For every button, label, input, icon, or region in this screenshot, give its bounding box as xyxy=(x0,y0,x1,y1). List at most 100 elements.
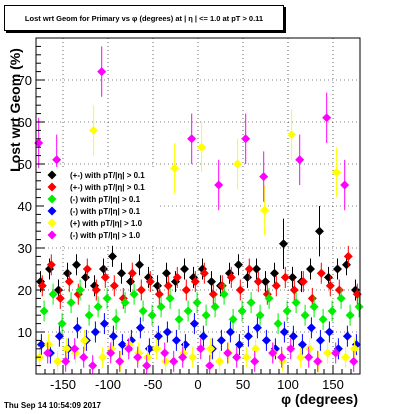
data-point xyxy=(161,356,171,366)
data-point xyxy=(243,331,253,341)
legend-label: (-) with pT/|η| > 1.0 xyxy=(70,231,141,240)
data-point xyxy=(297,340,307,350)
data-point xyxy=(260,205,270,215)
data-point xyxy=(135,323,145,333)
legend: (+-) with pT/|η| > 0.1 (+-) with pT/|η| >… xyxy=(44,167,160,245)
timestamp: Thu Sep 14 10:54:09 2017 xyxy=(4,401,101,410)
data-point xyxy=(336,293,346,303)
data-point xyxy=(279,239,288,249)
axis-ticks: -150 -100 -50 0 50 100 150 10 20 30 40 50 60 70 xyxy=(18,37,361,392)
data-point xyxy=(287,130,297,140)
data-point xyxy=(206,344,216,354)
data-point xyxy=(142,361,152,371)
legend-marker xyxy=(47,170,57,180)
data-point xyxy=(152,344,162,354)
data-point xyxy=(243,272,252,282)
data-point xyxy=(300,310,310,320)
data-point xyxy=(199,268,209,278)
y-tick-label: 20 xyxy=(18,283,32,298)
data-point xyxy=(350,344,360,354)
data-point xyxy=(354,302,364,312)
data-point xyxy=(342,331,352,341)
legend-label: (-) with pT/|η| > 0.1 xyxy=(70,207,141,216)
data-point xyxy=(89,125,99,135)
data-point xyxy=(115,356,125,366)
data-point xyxy=(259,172,269,182)
data-point xyxy=(279,327,289,337)
x-tick-label: -150 xyxy=(50,377,76,392)
x-tick-label: -50 xyxy=(144,377,163,392)
data-point xyxy=(324,272,333,282)
chart-title-box: Lost wrt Geom for Primary vs φ (degrees)… xyxy=(4,5,284,31)
data-point xyxy=(342,260,351,270)
legend-label: (+) with pT/|η| > 1.0 xyxy=(70,219,143,228)
data-point xyxy=(313,356,323,366)
data-point xyxy=(171,335,181,345)
data-point xyxy=(316,268,326,278)
data-point xyxy=(82,264,92,274)
data-point xyxy=(298,277,308,287)
data-point xyxy=(244,264,254,274)
data-points xyxy=(34,46,364,374)
data-point xyxy=(100,272,110,282)
data-point xyxy=(48,289,58,299)
data-point xyxy=(147,310,157,320)
data-point xyxy=(223,348,233,358)
data-point xyxy=(160,348,170,358)
data-point xyxy=(178,352,188,362)
data-point xyxy=(163,281,173,291)
data-point xyxy=(289,285,299,295)
data-point xyxy=(324,327,334,337)
data-point xyxy=(196,344,206,354)
data-point xyxy=(43,348,53,358)
data-point xyxy=(99,319,109,329)
data-point xyxy=(296,352,306,362)
data-point xyxy=(127,268,137,278)
data-point xyxy=(61,356,71,366)
data-point xyxy=(133,352,143,362)
data-point xyxy=(235,285,245,295)
data-point xyxy=(165,293,175,303)
data-point xyxy=(181,285,191,295)
data-point xyxy=(192,298,202,308)
data-point xyxy=(97,67,107,77)
y-tick-label: 60 xyxy=(18,115,32,130)
x-tick-label: 100 xyxy=(277,377,299,392)
data-point xyxy=(172,272,182,282)
data-point xyxy=(253,277,263,287)
data-point xyxy=(129,289,139,299)
data-point xyxy=(53,356,63,366)
data-point xyxy=(54,331,64,341)
data-point xyxy=(322,113,332,123)
data-point xyxy=(138,306,148,316)
data-point xyxy=(233,159,243,169)
data-point xyxy=(207,277,216,287)
data-point xyxy=(125,340,135,350)
data-point xyxy=(225,327,235,337)
data-point xyxy=(169,356,179,366)
data-point xyxy=(188,352,198,362)
data-point xyxy=(66,298,76,308)
data-point xyxy=(270,268,279,278)
data-point xyxy=(343,251,353,261)
legend-label: (+-) with pT/|η| > 0.1 xyxy=(70,183,145,192)
legend-marker xyxy=(47,182,57,192)
data-point xyxy=(197,142,207,152)
data-point xyxy=(93,302,103,312)
data-point xyxy=(277,352,287,362)
y-tick-label: 40 xyxy=(18,199,32,214)
data-point xyxy=(135,260,144,270)
data-point xyxy=(117,340,127,350)
data-point xyxy=(315,226,324,236)
y-tick-label: 10 xyxy=(18,325,32,340)
x-tick-label: 0 xyxy=(194,377,201,392)
data-point xyxy=(98,352,108,362)
data-point xyxy=(201,310,211,320)
data-point xyxy=(106,348,116,358)
legend-marker xyxy=(47,218,57,228)
x-tick-label: 150 xyxy=(322,377,344,392)
data-point xyxy=(291,298,301,308)
data-point xyxy=(75,285,85,295)
data-point xyxy=(72,323,82,333)
y-tick-label: 30 xyxy=(18,241,32,256)
